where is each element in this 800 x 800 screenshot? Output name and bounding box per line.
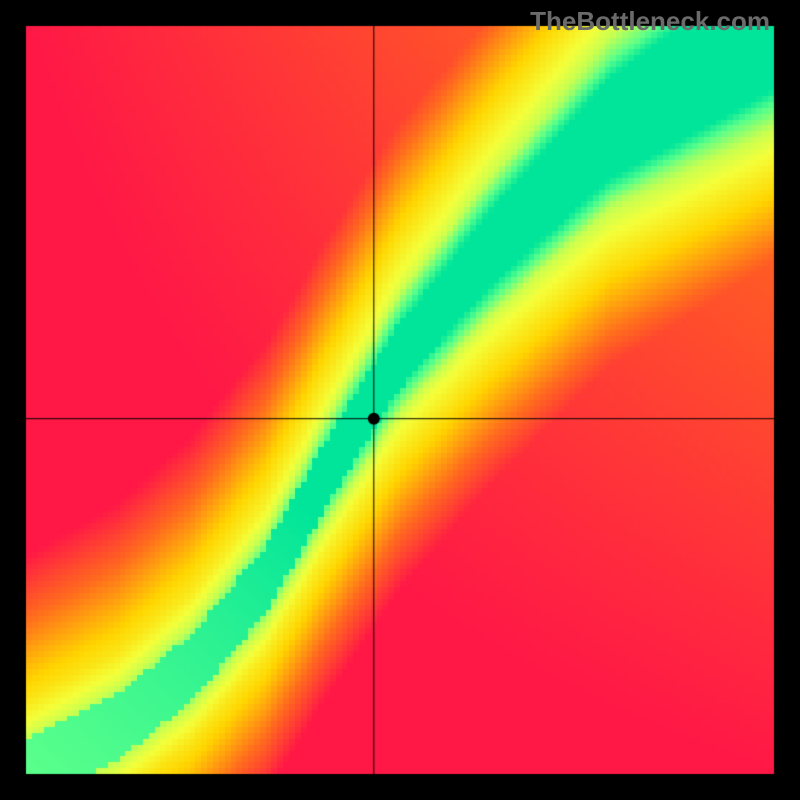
watermark: TheBottleneck.com bbox=[530, 6, 770, 37]
heatmap-canvas bbox=[0, 0, 800, 800]
